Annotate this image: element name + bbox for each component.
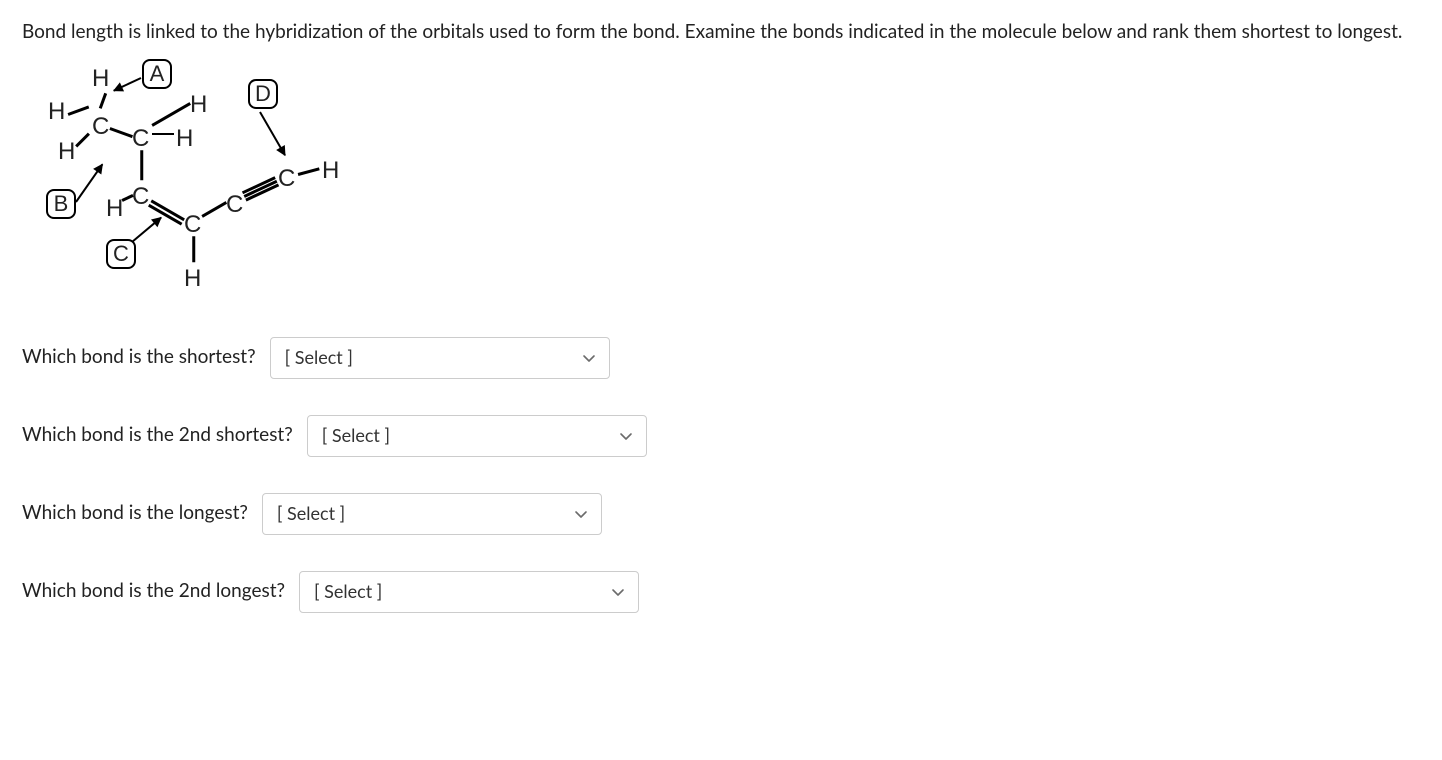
atom-c: C (278, 161, 295, 197)
chevron-down-icon (618, 428, 634, 444)
atom-h: H (58, 134, 75, 170)
bond (298, 167, 320, 175)
arrow-b (75, 163, 103, 202)
question-label: Which bond is the 2nd shortest? (22, 421, 293, 450)
question-label: Which bond is the longest? (22, 499, 248, 528)
select-placeholder: [ Select ] (314, 578, 382, 605)
question-row-2nd-shortest: Which bond is the 2nd shortest? [ Select… (22, 415, 1420, 457)
label-c: C (106, 239, 136, 269)
molecule-diagram: H H H C C H H C H C H C C H A B C D (30, 59, 370, 319)
question-label: Which bond is the shortest? (22, 343, 256, 372)
atom-h: H (190, 87, 207, 123)
select-placeholder: [ Select ] (322, 422, 390, 449)
select-2nd-shortest[interactable]: [ Select ] (307, 415, 647, 457)
arrow-c (131, 216, 161, 242)
bond (75, 132, 89, 146)
arrow-a (113, 77, 141, 91)
bond (201, 201, 226, 217)
atom-h: H (92, 61, 109, 97)
label-a: A (142, 59, 172, 89)
chevron-down-icon (581, 350, 597, 366)
select-longest[interactable]: [ Select ] (262, 493, 602, 535)
select-2nd-longest[interactable]: [ Select ] (299, 571, 639, 613)
atom-h: H (176, 121, 193, 157)
atom-h: H (184, 261, 201, 297)
question-row-longest: Which bond is the longest? [ Select ] (22, 493, 1420, 535)
arrow-d (259, 111, 286, 155)
atom-c: C (92, 109, 109, 145)
bond (152, 133, 174, 136)
bond (68, 105, 90, 115)
bond-b (110, 127, 133, 138)
bond (141, 150, 144, 180)
atom-h: H (48, 94, 65, 130)
question-row-2nd-longest: Which bond is the 2nd longest? [ Select … (22, 571, 1420, 613)
question-label: Which bond is the 2nd longest? (22, 577, 285, 606)
chevron-down-icon (573, 506, 589, 522)
bond (193, 236, 196, 262)
atom-h: H (106, 191, 123, 227)
select-placeholder: [ Select ] (285, 344, 353, 371)
atom-c: C (226, 187, 243, 223)
atom-h: H (322, 153, 339, 189)
question-row-shortest: Which bond is the shortest? [ Select ] (22, 337, 1420, 379)
question-text: Bond length is linked to the hybridizati… (22, 18, 1420, 47)
chevron-down-icon (610, 584, 626, 600)
bond-d-triple (242, 176, 279, 200)
atom-c: C (132, 179, 149, 215)
select-placeholder: [ Select ] (277, 500, 345, 527)
label-b: B (46, 189, 76, 219)
select-shortest[interactable]: [ Select ] (270, 337, 610, 379)
label-d: D (248, 79, 278, 109)
